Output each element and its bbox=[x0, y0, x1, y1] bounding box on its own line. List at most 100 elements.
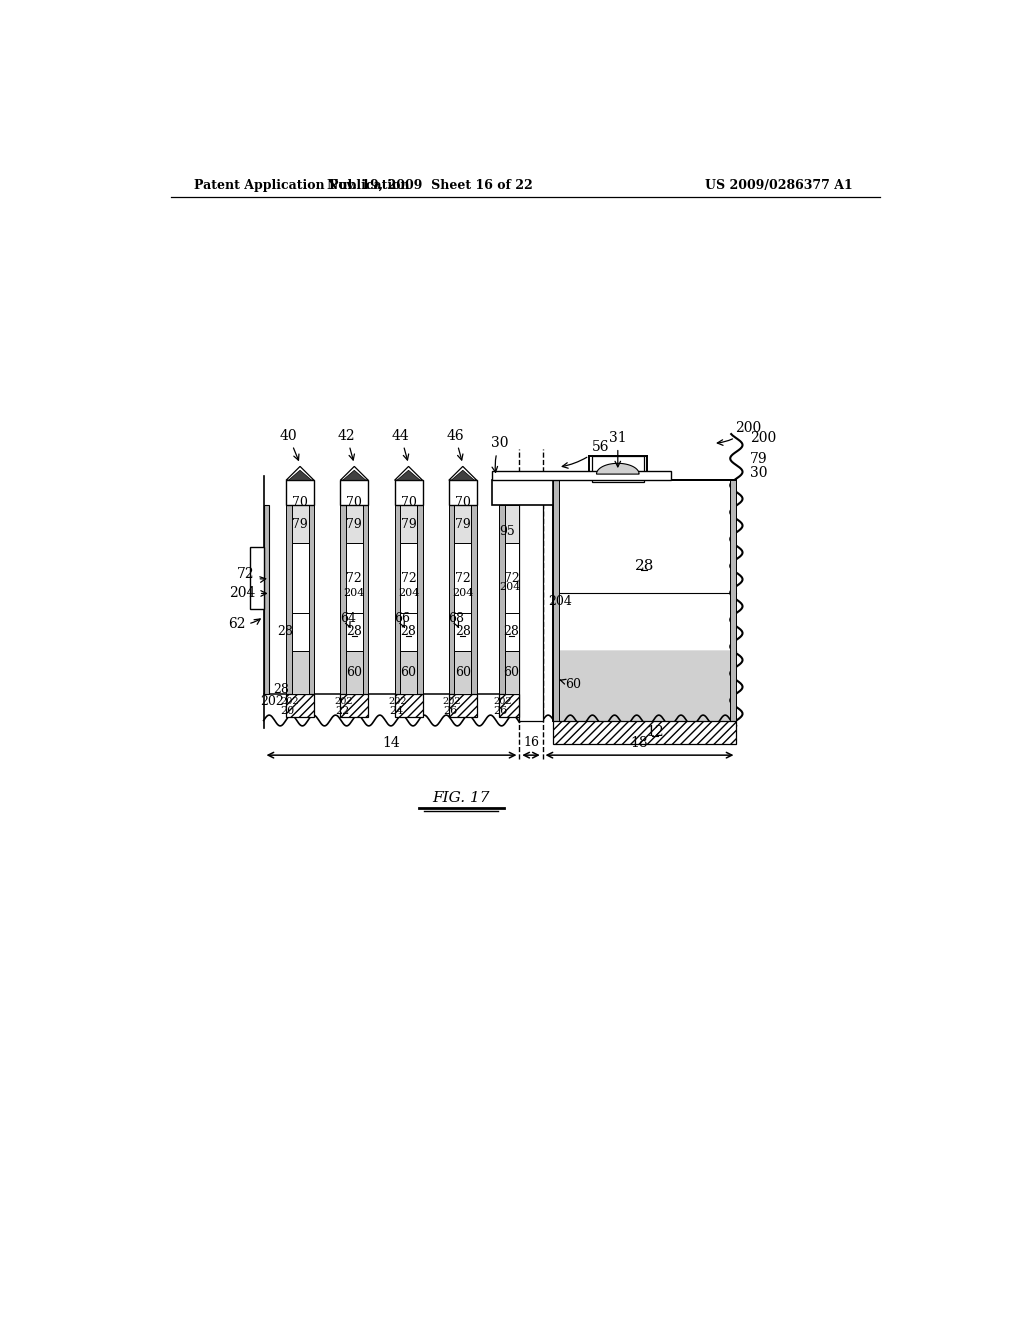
Text: 204: 204 bbox=[344, 589, 365, 598]
Bar bbox=[346, 506, 362, 544]
Text: 12: 12 bbox=[646, 725, 664, 739]
Text: 30: 30 bbox=[492, 437, 509, 473]
Polygon shape bbox=[286, 466, 314, 480]
Polygon shape bbox=[343, 470, 366, 480]
Bar bbox=[500, 506, 505, 693]
Text: 204: 204 bbox=[398, 589, 419, 598]
Text: 28: 28 bbox=[455, 626, 471, 639]
Text: 28: 28 bbox=[504, 626, 519, 639]
Text: 60: 60 bbox=[346, 667, 362, 680]
Bar bbox=[505, 612, 519, 651]
Text: 68: 68 bbox=[449, 611, 465, 627]
Text: 72: 72 bbox=[504, 572, 519, 585]
Text: 202: 202 bbox=[260, 694, 284, 708]
Bar bbox=[394, 693, 423, 717]
Bar bbox=[394, 506, 400, 693]
Text: 28: 28 bbox=[400, 626, 417, 639]
Bar bbox=[394, 480, 423, 506]
Bar bbox=[292, 651, 308, 693]
Bar bbox=[592, 455, 644, 482]
Text: 20: 20 bbox=[281, 706, 295, 717]
Text: 72: 72 bbox=[237, 568, 265, 582]
Text: 62: 62 bbox=[227, 618, 260, 631]
Text: 31: 31 bbox=[609, 430, 627, 467]
Bar bbox=[553, 721, 736, 743]
Text: 70: 70 bbox=[292, 496, 308, 510]
Polygon shape bbox=[449, 466, 477, 480]
Text: 28: 28 bbox=[272, 684, 289, 696]
Text: 70: 70 bbox=[455, 496, 471, 510]
Bar bbox=[400, 651, 417, 693]
Text: 26: 26 bbox=[494, 706, 508, 717]
Text: 44: 44 bbox=[392, 429, 410, 461]
Bar bbox=[730, 480, 736, 721]
Bar bbox=[346, 651, 362, 693]
Text: 60: 60 bbox=[455, 667, 471, 680]
Text: 95: 95 bbox=[499, 525, 515, 539]
Bar bbox=[346, 544, 362, 612]
Text: FIG. 17: FIG. 17 bbox=[432, 791, 490, 804]
Text: 46: 46 bbox=[446, 429, 464, 461]
Text: 72: 72 bbox=[346, 572, 362, 585]
Bar bbox=[471, 506, 477, 693]
Bar bbox=[500, 693, 519, 717]
Text: 200: 200 bbox=[751, 430, 776, 445]
Polygon shape bbox=[250, 548, 263, 609]
Bar bbox=[455, 651, 471, 693]
Text: 72: 72 bbox=[400, 572, 417, 585]
Text: 79: 79 bbox=[292, 517, 308, 531]
Text: 202: 202 bbox=[493, 697, 512, 706]
Bar bbox=[292, 612, 308, 651]
Text: 204: 204 bbox=[453, 589, 473, 598]
Text: 60: 60 bbox=[400, 667, 417, 680]
Bar bbox=[449, 506, 455, 693]
Text: 24: 24 bbox=[389, 706, 403, 717]
Polygon shape bbox=[597, 463, 639, 474]
Text: 70: 70 bbox=[346, 496, 362, 510]
Text: 40: 40 bbox=[280, 429, 299, 461]
Bar bbox=[553, 480, 559, 721]
Bar bbox=[505, 651, 519, 693]
Bar bbox=[362, 506, 369, 693]
Bar bbox=[505, 506, 519, 544]
Text: 204: 204 bbox=[500, 582, 521, 593]
Bar bbox=[400, 612, 417, 651]
Text: 60: 60 bbox=[560, 677, 582, 690]
Bar bbox=[449, 480, 477, 506]
Polygon shape bbox=[289, 470, 311, 480]
Text: 202: 202 bbox=[442, 697, 461, 706]
Text: 70: 70 bbox=[400, 496, 417, 510]
Bar bbox=[286, 693, 314, 717]
Text: 72: 72 bbox=[455, 572, 471, 585]
Text: 79: 79 bbox=[346, 517, 362, 531]
Text: 204: 204 bbox=[229, 586, 266, 601]
Text: 16: 16 bbox=[523, 737, 539, 750]
Text: 79: 79 bbox=[751, 453, 768, 466]
Bar bbox=[400, 506, 417, 544]
Polygon shape bbox=[452, 470, 474, 480]
Bar bbox=[340, 480, 369, 506]
Bar bbox=[292, 544, 308, 612]
Text: 79: 79 bbox=[455, 517, 471, 531]
Bar bbox=[286, 480, 314, 506]
Text: 202: 202 bbox=[388, 697, 407, 706]
Bar bbox=[519, 480, 543, 721]
Bar bbox=[505, 544, 519, 612]
Text: 42: 42 bbox=[338, 429, 355, 461]
Bar bbox=[286, 506, 292, 693]
Text: 26: 26 bbox=[443, 706, 458, 717]
Text: 28: 28 bbox=[635, 558, 654, 573]
Bar bbox=[400, 544, 417, 612]
Text: 30: 30 bbox=[751, 466, 768, 479]
Bar bbox=[308, 506, 314, 693]
Polygon shape bbox=[394, 466, 423, 480]
Text: 28: 28 bbox=[278, 626, 293, 639]
Bar bbox=[493, 480, 553, 506]
Bar bbox=[292, 506, 308, 544]
Bar bbox=[449, 693, 477, 717]
Bar bbox=[553, 480, 736, 721]
Text: US 2009/0286377 A1: US 2009/0286377 A1 bbox=[706, 178, 853, 191]
Text: 60: 60 bbox=[504, 667, 519, 680]
Text: 18: 18 bbox=[631, 735, 648, 750]
Bar bbox=[455, 612, 471, 651]
